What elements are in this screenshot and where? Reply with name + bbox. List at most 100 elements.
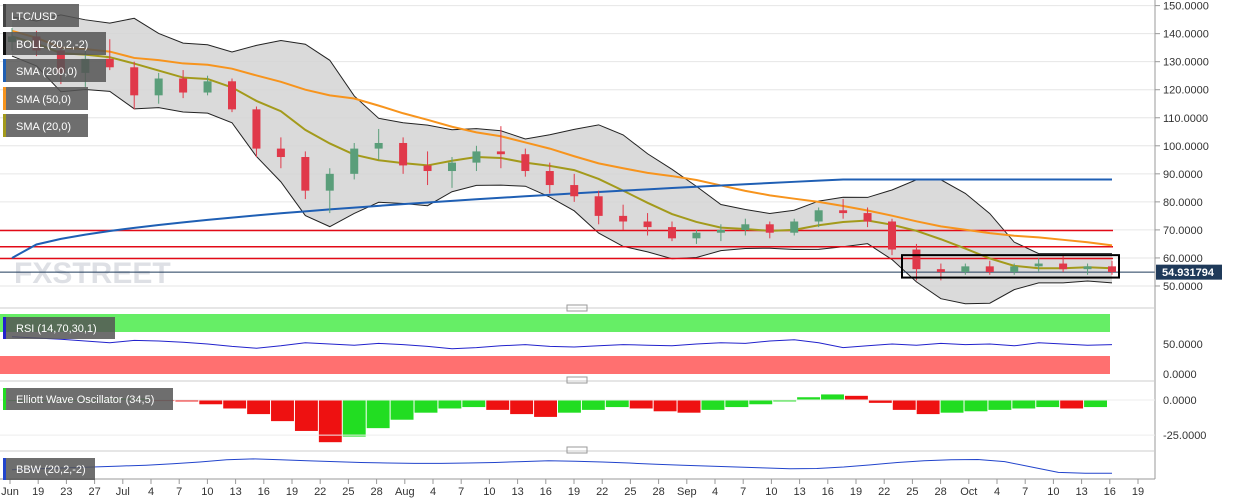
legend-sma20: SMA (20,0) [16,121,71,133]
ewo-bar [1060,400,1084,409]
resize-handle[interactable] [566,304,588,312]
rsi-oversold-zone [0,356,1110,374]
candle-body [1108,266,1116,272]
ewo-tick-label: 0.0000 [1163,395,1197,407]
y-axis: 150.0000 140.0000 130.0000 120.0000 110.0000… [1155,1,1209,293]
candle-body [961,266,970,272]
x-axis: Jun 19 23 27 Jul 4 7 10 13 16 19 22 25 28 Aug 4 7 10 13 16 1… [1,479,1144,498]
y-tick-label: 100.0000 [1163,141,1209,153]
x-tick-label: 19 [568,486,580,498]
candle-body [203,81,212,93]
bbw-panel [11,458,1112,474]
legend-sma200: SMA (200,0) [16,66,77,78]
highlight-box [901,254,1120,279]
resize-handle[interactable] [566,446,588,454]
ewo-bar [318,400,342,443]
candle-body [839,210,848,214]
ewo-bar [844,395,868,401]
candle-body [105,58,114,68]
x-tick-label: 7 [740,486,746,498]
y-tick-label: 140.0000 [1163,29,1209,41]
resize-handle[interactable] [566,376,588,384]
x-tick-label: Sep [677,486,697,498]
candle-body [301,157,310,191]
sma20-line [11,35,1113,270]
candle-body [472,151,481,163]
candle-body [154,78,163,96]
ewo-bar [294,400,318,431]
ewo-bar [677,400,701,413]
ewo-bar [1084,400,1107,408]
x-tick-label: Jun [1,486,19,498]
candle-body [570,185,579,197]
watermark: FXSTREET [14,257,171,290]
ewo-bar [366,400,390,429]
ewo-bar [414,400,438,413]
x-tick-label: 16 [822,486,834,498]
x-tick-label: 4 [994,486,1000,498]
ewo-bar [653,400,677,412]
ewo-bar [390,400,414,420]
x-tick-label: 22 [596,486,608,498]
highlight-rect [901,254,1120,279]
boll-area [12,14,1112,304]
x-tick-label: 22 [314,486,326,498]
candle-body [228,81,236,110]
candle-body [741,224,750,230]
y-tick-label: 110.0000 [1163,113,1208,125]
candle-body [399,142,408,166]
rsi-tick-label: 0.0000 [1163,369,1197,381]
x-tick-label: 4 [430,486,436,498]
ewo-bar [701,400,725,410]
ewo-bar [749,400,773,405]
ewo-bar [175,400,199,402]
candle-body [790,221,799,233]
x-tick-label: 25 [624,486,636,498]
candles [8,28,1116,281]
moving-averages [11,29,1113,270]
ewo-bar [342,400,366,437]
ewo-bar [629,400,653,409]
ewo-bar [558,400,581,413]
ewo-bar [988,400,1012,410]
candle-body [863,213,872,222]
ewo-bar [964,400,988,412]
candle-body [814,210,823,222]
x-tick-label: 28 [934,486,946,498]
candle-body [619,215,628,222]
candle-body [594,196,603,216]
candle-body [130,67,139,96]
ewo-bar [247,400,271,415]
x-tick-label: 4 [148,486,154,498]
ewo-bar [462,400,486,408]
sma50-line [11,29,1113,247]
x-tick-label: 25 [906,486,918,498]
candle-body [912,249,921,270]
x-tick-label: Oct [960,486,977,498]
ewo-tick-label: -25.0000 [1163,430,1206,442]
ewo-bar [773,400,797,402]
y-tick-label: 60.0000 [1163,253,1203,265]
x-tick-label: 28 [370,486,382,498]
candle-body [545,171,554,186]
candle-body [765,224,774,233]
candle-body [350,148,359,174]
ewo-bar [916,400,940,415]
y-tick-label: 130.0000 [1163,57,1209,69]
legend-sma50: SMA (50,0) [16,94,71,106]
price-tag-bg [1156,264,1222,280]
candle-body [985,266,994,272]
candle-body [1034,263,1043,267]
horizontal-levels [0,229,1155,273]
bbw-line [11,458,1112,474]
candle-body [448,162,456,172]
ewo-bar [868,400,892,403]
x-tick-label: Jul [116,486,130,498]
candle-body [1010,266,1019,272]
x-tick-label: 22 [878,486,890,498]
x-tick-label: Aug [395,486,415,498]
candle-body [252,109,261,149]
legend-rsi: RSI (14,70,30,1) [16,323,97,335]
legend-symbol: LTC/USD [11,11,57,23]
x-tick-label: 13 [793,486,805,498]
